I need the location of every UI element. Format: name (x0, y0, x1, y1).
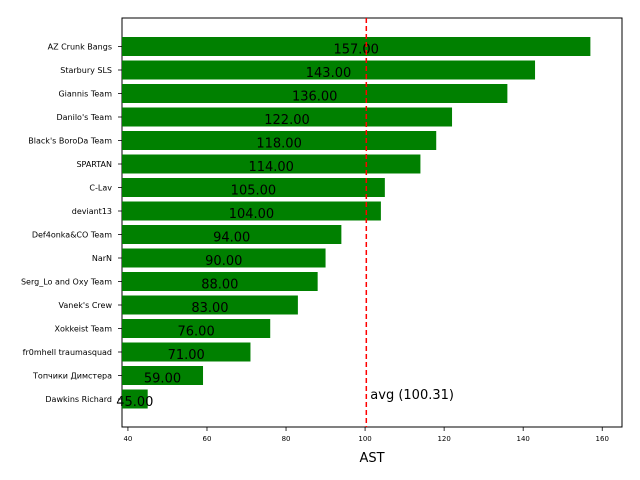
bar-value-label: 157.00 (333, 43, 379, 58)
category-label: Danilo's Team (56, 113, 112, 122)
bar (122, 272, 318, 291)
bar (122, 295, 298, 315)
x-tick-label: 60 (203, 435, 212, 443)
bar (122, 319, 271, 338)
bar-value-label: 94.00 (213, 231, 250, 246)
x-tick-label: 140 (516, 435, 529, 443)
category-label: Black's BoroDa Team (28, 137, 112, 146)
bar-value-label: 136.00 (292, 90, 338, 105)
category-label: fr0mhell traumasquad (23, 348, 112, 357)
average-label: avg (100.31) (370, 388, 454, 403)
category-label: deviant13 (72, 207, 112, 216)
category-label: Топчики Димстера (32, 372, 112, 381)
bar (122, 201, 381, 221)
category-label: Xokkeist Team (55, 325, 113, 334)
x-tick-label: 40 (123, 435, 132, 443)
bar (122, 131, 437, 150)
bar-value-label: 76.00 (178, 325, 215, 340)
bar-value-label: 83.00 (191, 301, 228, 316)
category-label: Dawkins Richard (45, 395, 112, 404)
category-label: NarN (92, 254, 112, 263)
bar-value-label: 114.00 (248, 160, 294, 175)
bar-value-label: 104.00 (229, 207, 275, 222)
bar (122, 60, 536, 80)
category-label: Giannis Team (58, 90, 112, 99)
bar-value-label: 118.00 (256, 137, 302, 152)
x-tick-label: 100 (358, 435, 371, 443)
x-tick-label: 80 (282, 435, 291, 443)
bar-value-label: 90.00 (205, 254, 242, 269)
x-axis-title: AST (359, 451, 384, 466)
category-label: Vanek's Crew (59, 301, 113, 310)
bar-value-label: 45.00 (116, 395, 153, 410)
category-label: Serg_Lo and Oxy Team (21, 278, 112, 287)
bars-group (122, 37, 591, 409)
category-label: C-Lav (89, 184, 112, 193)
bar (122, 84, 508, 103)
bar-value-label: 59.00 (144, 372, 181, 387)
bar-value-label: 122.00 (264, 113, 310, 128)
x-tick-label: 160 (596, 435, 609, 443)
x-tick-label: 120 (437, 435, 450, 443)
category-label: AZ Crunk Bangs (48, 43, 112, 52)
bar (122, 342, 251, 362)
category-label: Def4onka&CO Team (32, 231, 112, 240)
category-labels-group: AZ Crunk Bangs Starbury SLS Giannis Team Da… (21, 43, 122, 404)
category-label: Starbury SLS (60, 66, 112, 75)
bar-value-label: 71.00 (168, 348, 205, 363)
category-label: SPARTAN (76, 160, 112, 169)
value-labels-group: 157.00 143.00 136.00 122.00 118.00 114.00 105.… (116, 43, 379, 411)
bar-value-label: 105.00 (231, 184, 277, 199)
x-ticks-group: 40 60 80 100 120 140 160 (123, 427, 609, 443)
bar (122, 178, 385, 197)
bar (122, 225, 342, 244)
bar (122, 107, 453, 127)
bar-value-label: 88.00 (201, 278, 238, 293)
bar (122, 37, 591, 56)
bar (122, 366, 204, 385)
bar (122, 248, 326, 268)
bar (122, 389, 148, 409)
bar (122, 154, 421, 174)
bar-value-label: 143.00 (306, 66, 352, 81)
